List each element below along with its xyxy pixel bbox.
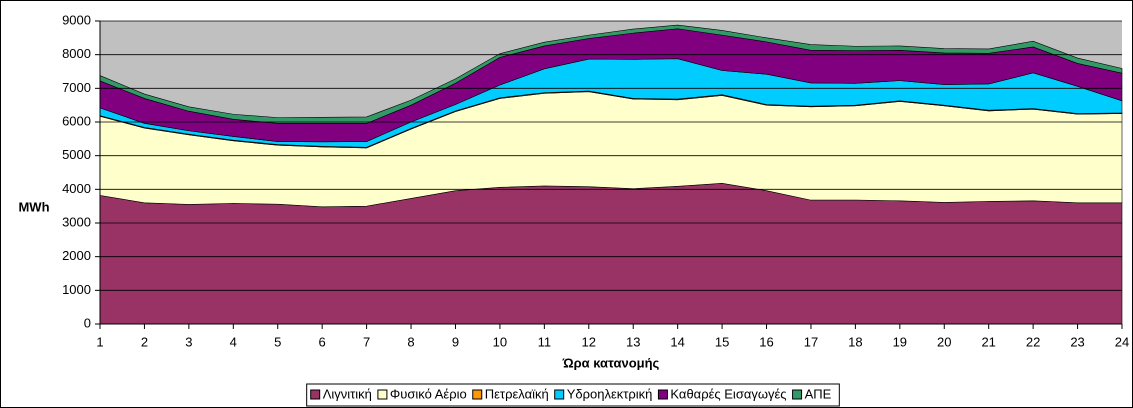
x-tick-label: 22 bbox=[1026, 334, 1040, 349]
x-tick-label: 12 bbox=[582, 334, 596, 349]
legend-label: Καθαρές Εισαγωγές bbox=[670, 386, 786, 401]
legend-swatch bbox=[554, 389, 565, 400]
legend-label: Υδροηλεκτρική bbox=[567, 386, 653, 401]
legend-swatch bbox=[377, 389, 388, 400]
x-tick-label: 7 bbox=[363, 334, 370, 349]
legend-swatch bbox=[657, 389, 668, 400]
x-tick-label: 21 bbox=[981, 334, 995, 349]
x-tick-label: 18 bbox=[848, 334, 862, 349]
y-tick-label: 9000 bbox=[62, 12, 91, 27]
legend-label: ΑΠΕ bbox=[805, 386, 832, 401]
x-tick-label: 16 bbox=[759, 334, 773, 349]
x-tick-label: 3 bbox=[185, 334, 192, 349]
x-tick-label: 19 bbox=[893, 334, 907, 349]
y-tick-label: 1000 bbox=[62, 282, 91, 297]
legend-swatch bbox=[792, 389, 803, 400]
x-tick-label: 10 bbox=[493, 334, 507, 349]
x-tick-label: 14 bbox=[670, 334, 684, 349]
y-tick-label: 8000 bbox=[62, 46, 91, 61]
y-tick-label: 0 bbox=[84, 315, 91, 330]
y-tick-label: 4000 bbox=[62, 181, 91, 196]
x-tick-label: 20 bbox=[937, 334, 951, 349]
x-axis-label: Ώρα κατανομής bbox=[562, 355, 660, 370]
legend-swatch bbox=[310, 389, 321, 400]
y-tick-label: 3000 bbox=[62, 214, 91, 229]
x-tick-label: 23 bbox=[1070, 334, 1084, 349]
x-tick-label: 15 bbox=[715, 334, 729, 349]
x-tick-label: 9 bbox=[452, 334, 459, 349]
x-tick-label: 2 bbox=[141, 334, 148, 349]
legend-swatch bbox=[472, 389, 483, 400]
x-tick-label: 24 bbox=[1115, 334, 1129, 349]
y-axis-label: MWh bbox=[18, 199, 49, 214]
y-tick-label: 5000 bbox=[62, 147, 91, 162]
legend-box bbox=[306, 383, 840, 407]
x-tick-label: 8 bbox=[407, 334, 414, 349]
y-tick-label: 2000 bbox=[62, 248, 91, 263]
x-tick-label: 6 bbox=[319, 334, 326, 349]
area bbox=[99, 182, 1123, 325]
x-tick-label: 5 bbox=[274, 334, 281, 349]
x-tick-label: 4 bbox=[230, 334, 237, 349]
x-tick-label: 13 bbox=[626, 334, 640, 349]
y-tick-label: 6000 bbox=[62, 113, 91, 128]
legend-label: Πετρελαϊκή bbox=[485, 386, 549, 401]
x-tick-label: 17 bbox=[804, 334, 818, 349]
legend-label: Φυσικό Αέριο bbox=[390, 386, 467, 401]
y-tick-label: 7000 bbox=[62, 80, 91, 95]
x-tick-label: 11 bbox=[538, 334, 552, 349]
legend: Λιγνιτική Φυσικό Αέριο Πετρελαϊκή Υδροηλεκτ… bbox=[310, 386, 832, 401]
legend-label: Λιγνιτική bbox=[323, 386, 372, 401]
area bbox=[99, 24, 1123, 124]
x-tick-label: 1 bbox=[96, 334, 103, 349]
